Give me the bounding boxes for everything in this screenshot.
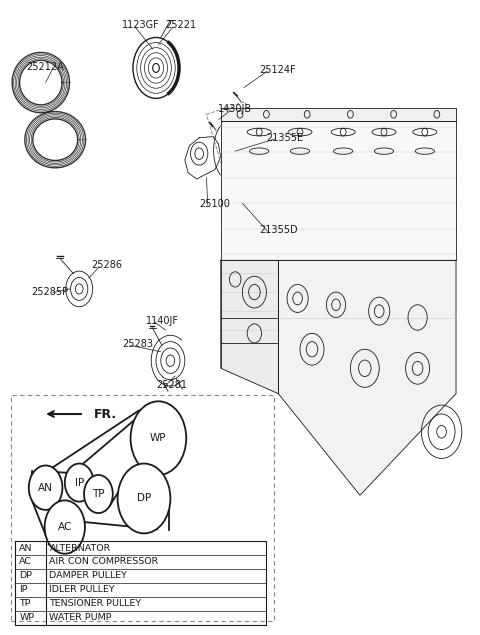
- Text: 25285P: 25285P: [31, 287, 68, 297]
- Text: 25281: 25281: [156, 380, 187, 391]
- Text: IP: IP: [74, 478, 84, 488]
- Text: 25100: 25100: [199, 199, 230, 210]
- Text: AC: AC: [58, 522, 72, 532]
- Text: TP: TP: [19, 599, 31, 608]
- Circle shape: [29, 465, 62, 510]
- Text: 1123GF: 1123GF: [122, 20, 160, 30]
- Text: 25286: 25286: [91, 260, 122, 271]
- Polygon shape: [221, 121, 456, 260]
- Text: 25124F: 25124F: [259, 65, 296, 75]
- Text: IDLER PULLEY: IDLER PULLEY: [49, 585, 115, 594]
- Text: DP: DP: [19, 572, 32, 580]
- Text: WATER PUMP: WATER PUMP: [49, 613, 112, 622]
- Text: TP: TP: [92, 489, 105, 499]
- Circle shape: [45, 500, 85, 554]
- Text: IP: IP: [19, 585, 28, 594]
- Text: AN: AN: [38, 483, 53, 493]
- Text: TENSIONER PULLEY: TENSIONER PULLEY: [49, 599, 142, 608]
- Text: 25221: 25221: [166, 20, 197, 30]
- Text: AC: AC: [19, 558, 32, 566]
- Circle shape: [118, 464, 170, 533]
- Circle shape: [84, 475, 113, 513]
- Circle shape: [131, 401, 186, 475]
- Text: ALTERNATOR: ALTERNATOR: [49, 544, 111, 552]
- Polygon shape: [221, 108, 456, 121]
- Text: 21355D: 21355D: [259, 225, 298, 235]
- Circle shape: [65, 464, 94, 502]
- Text: 21355E: 21355E: [266, 133, 303, 143]
- Text: WP: WP: [19, 613, 35, 622]
- Text: WP: WP: [150, 433, 167, 443]
- Polygon shape: [221, 260, 278, 394]
- Polygon shape: [278, 260, 456, 495]
- Text: DP: DP: [137, 493, 151, 504]
- Text: 1430JB: 1430JB: [218, 104, 252, 114]
- Text: 25283: 25283: [122, 339, 154, 349]
- Text: FR.: FR.: [94, 408, 117, 420]
- Text: AIR CON COMPRESSOR: AIR CON COMPRESSOR: [49, 558, 159, 566]
- Text: 25212A: 25212A: [26, 62, 64, 72]
- Text: AN: AN: [19, 544, 33, 552]
- Text: DAMPER PULLEY: DAMPER PULLEY: [49, 572, 127, 580]
- Text: 1140JF: 1140JF: [146, 316, 180, 326]
